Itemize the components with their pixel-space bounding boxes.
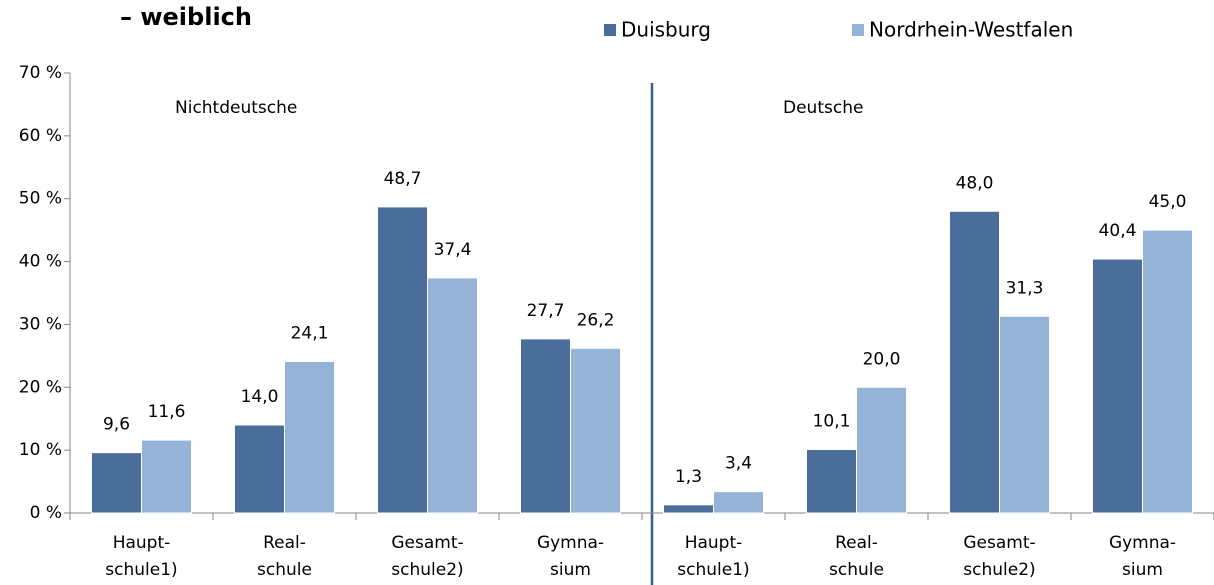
bar bbox=[570, 347, 621, 514]
bar bbox=[713, 491, 764, 514]
bar bbox=[949, 210, 1000, 514]
x-tick-label: Real-schule bbox=[257, 533, 312, 580]
bar bbox=[1092, 258, 1143, 514]
bar bbox=[141, 439, 192, 514]
legend-swatch bbox=[604, 24, 616, 36]
data-label: 14,0 bbox=[241, 387, 279, 407]
data-label: 9,6 bbox=[103, 415, 130, 435]
bar bbox=[377, 206, 428, 514]
annotation: Nichtdeutsche bbox=[175, 98, 297, 118]
x-tick-label: Gymna-sium bbox=[1109, 533, 1176, 580]
data-label: 27,7 bbox=[527, 301, 565, 321]
bar bbox=[856, 386, 907, 514]
x-tick-label: Gesamt-schule2) bbox=[391, 533, 463, 580]
x-tick-label: Haupt-schule1) bbox=[677, 533, 749, 580]
data-label: 40,4 bbox=[1099, 221, 1137, 241]
bar bbox=[234, 424, 285, 514]
data-label: 48,7 bbox=[384, 169, 422, 189]
bar bbox=[520, 338, 571, 514]
data-label: 26,2 bbox=[577, 310, 615, 330]
data-label: 48,0 bbox=[956, 173, 994, 193]
data-label: 20,0 bbox=[863, 349, 901, 369]
y-tick-label: 50 % bbox=[19, 189, 62, 209]
legend-label: Duisburg bbox=[621, 18, 711, 42]
data-label: 31,3 bbox=[1006, 278, 1044, 298]
annotation: Deutsche bbox=[783, 98, 863, 118]
x-tick-label: Gesamt-schule2) bbox=[963, 533, 1035, 580]
bar bbox=[91, 452, 142, 514]
data-label: 11,6 bbox=[148, 402, 186, 422]
x-tick-label: Real-schule bbox=[829, 533, 884, 580]
bar bbox=[999, 315, 1050, 514]
data-label: 37,4 bbox=[434, 240, 472, 260]
bar bbox=[1142, 229, 1193, 514]
y-tick-label: 60 % bbox=[19, 126, 62, 146]
data-label: 1,3 bbox=[675, 467, 702, 487]
data-label: 10,1 bbox=[813, 412, 851, 432]
y-tick-label: 10 % bbox=[19, 440, 62, 460]
data-label: 3,4 bbox=[725, 454, 752, 474]
bar bbox=[663, 504, 714, 514]
chart-title: – weiblich bbox=[120, 3, 252, 31]
y-tick-label: 0 % bbox=[30, 503, 62, 523]
data-label: 45,0 bbox=[1149, 192, 1187, 212]
x-tick-label: Gymna-sium bbox=[537, 533, 604, 580]
y-tick-label: 30 % bbox=[19, 314, 62, 334]
bar bbox=[284, 361, 335, 514]
data-label: 24,1 bbox=[291, 324, 329, 344]
bar bbox=[427, 277, 478, 514]
y-tick-label: 40 % bbox=[19, 252, 62, 272]
bar bbox=[806, 449, 857, 514]
legend-label: Nordrhein-Westfalen bbox=[869, 18, 1073, 42]
y-tick-label: 70 % bbox=[19, 63, 62, 83]
x-tick-label: Haupt-schule1) bbox=[105, 533, 177, 580]
y-tick-label: 20 % bbox=[19, 377, 62, 397]
legend-swatch bbox=[852, 24, 864, 36]
